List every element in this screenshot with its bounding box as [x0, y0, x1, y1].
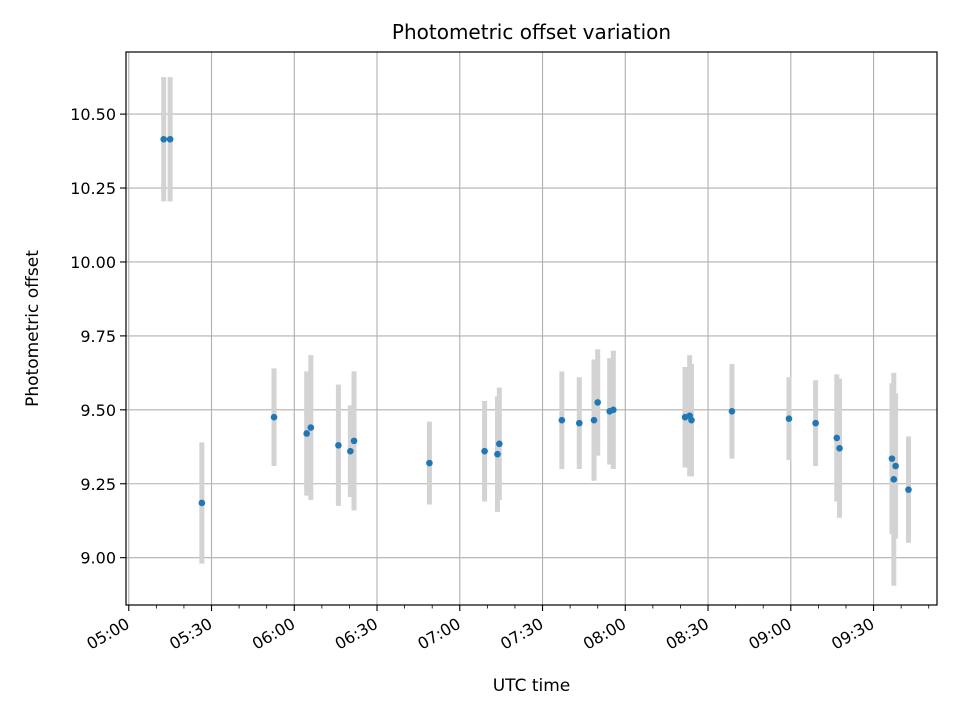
data-point: [610, 406, 617, 414]
data-point: [303, 430, 310, 437]
y-axis-label: Photometric offset: [23, 250, 43, 407]
grid: [126, 52, 937, 605]
y-axis-ticks: 9.00 9.25 9.50 9.75 10.00 10.25 10.50: [70, 105, 126, 568]
data-point: [160, 135, 167, 143]
data-points: [160, 135, 912, 507]
data-point: [888, 455, 896, 462]
data-point: [590, 416, 598, 424]
data-point: [892, 462, 899, 470]
data-point: [558, 416, 566, 424]
data-point: [350, 437, 358, 445]
data-point: [833, 434, 841, 442]
y-tick-label: 10.00: [70, 253, 116, 272]
data-point: [335, 442, 342, 449]
data-point: [481, 447, 488, 455]
data-point: [836, 444, 843, 452]
data-point: [890, 476, 898, 483]
data-point: [198, 499, 206, 507]
data-point: [307, 424, 315, 431]
y-tick-label: 9.50: [80, 401, 116, 420]
y-tick-label: 9.75: [80, 327, 116, 346]
data-point: [785, 415, 793, 422]
y-tick-label: 10.50: [70, 105, 116, 124]
chart-title: Photometric offset variation: [392, 20, 671, 44]
data-point: [812, 419, 819, 427]
data-point: [594, 399, 602, 406]
data-point: [688, 416, 695, 424]
data-point: [905, 486, 912, 493]
data-point: [166, 135, 174, 143]
data-point: [576, 419, 583, 427]
y-tick-label: 9.25: [80, 475, 116, 494]
x-axis-label: UTC time: [493, 676, 571, 696]
data-point: [496, 440, 503, 448]
data-point: [494, 450, 501, 458]
data-point: [270, 413, 278, 421]
y-tick-label: 9.00: [80, 549, 116, 568]
data-point: [347, 447, 354, 455]
plot-frame: [125, 51, 938, 606]
data-point: [426, 459, 433, 467]
data-point: [728, 408, 736, 415]
y-tick-label: 10.25: [70, 179, 116, 198]
